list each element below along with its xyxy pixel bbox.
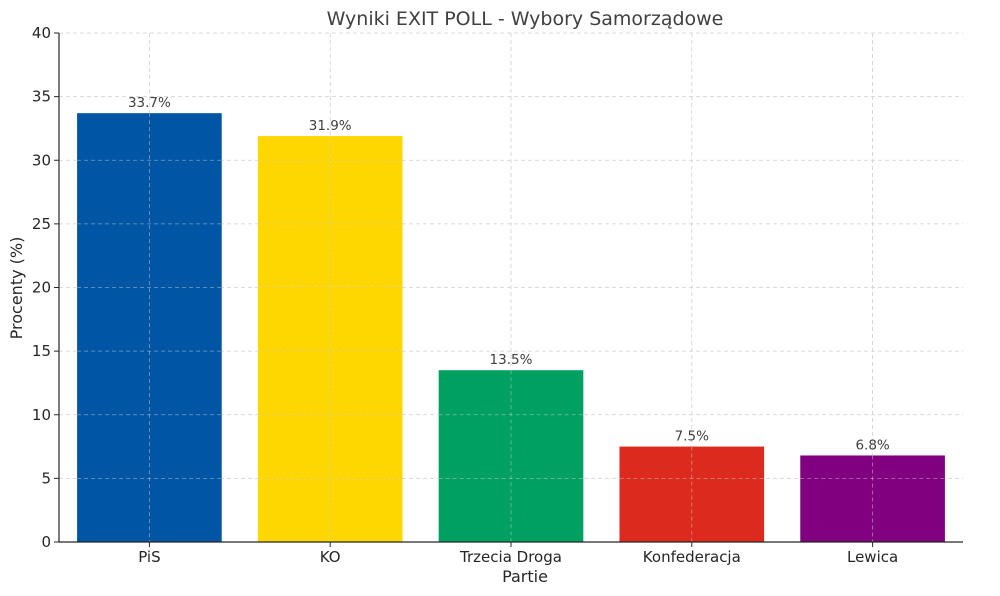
y-tick-label: 40 [32,24,51,42]
x-tick-label: Lewica [847,548,898,566]
y-tick-label: 30 [32,151,51,169]
y-tick-label: 15 [32,342,51,360]
data-label: 7.5% [675,429,709,445]
y-tick-label: 10 [32,406,51,424]
x-tick-label: Trzecia Droga [459,548,562,566]
data-label: 6.8% [855,437,889,453]
x-tick-label: Konfederacja [643,548,741,566]
data-labels: 33.7% 31.9% 13.5% 7.5% 6.8% [128,95,890,453]
data-label: 31.9% [309,118,352,134]
y-tick-label: 35 [32,88,51,106]
chart-title: Wyniki EXIT POLL - Wybory Samorządowe [327,8,724,30]
y-axis-title: Procenty (%) [7,237,26,340]
data-label: 13.5% [490,352,533,368]
y-tick-label: 0 [41,533,51,551]
y-tick-label: 5 [41,469,51,487]
x-axis-title: Partie [502,567,548,586]
axes: 0 5 10 15 20 25 30 35 40 PiS KO Trzecia Droga Konfed… [32,24,963,566]
y-tick-label: 25 [32,215,51,233]
bars [77,113,945,542]
x-tick-label: PiS [138,548,160,566]
y-tick-label: 20 [32,279,51,297]
data-label: 33.7% [128,95,171,111]
x-tick-label: KO [320,548,341,566]
